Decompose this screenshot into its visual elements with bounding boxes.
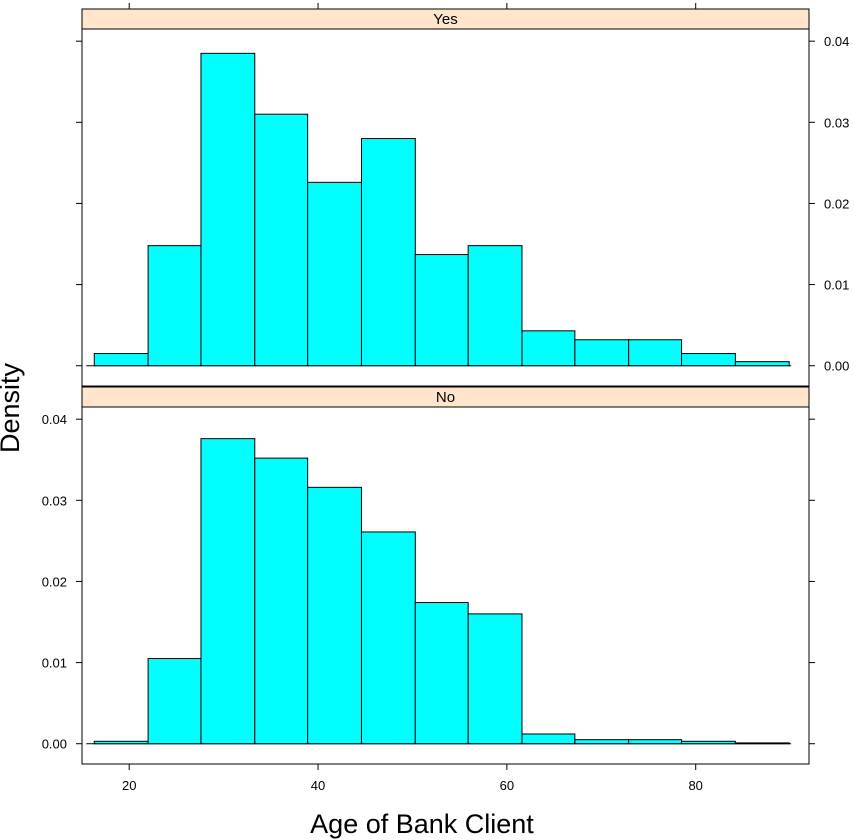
y-tick-label: 0.04 — [42, 412, 67, 427]
histogram-bar — [628, 339, 683, 367]
y-tick-label: 0.04 — [824, 34, 849, 49]
histogram-bar — [681, 353, 736, 367]
y-tick-label: 0.00 — [824, 359, 849, 374]
y-axis-yes: 0.00 0.01 0.02 0.03 0.04 — [76, 34, 849, 374]
panel-yes: Yes 0.00 0.01 0.02 0.03 0.04 — [76, 8, 849, 387]
strip-label-yes: Yes — [433, 11, 457, 28]
x-axis-title: Age of Bank Client — [310, 809, 534, 839]
panel-no: No 0.00 0.01 0.02 0.03 0.04 — [42, 386, 815, 765]
histogram-bar — [734, 361, 790, 367]
y-axis-no: 0.00 0.01 0.02 0.03 0.04 — [42, 412, 815, 752]
strip-label-no: No — [436, 389, 455, 406]
histogram-bar — [467, 245, 523, 367]
histogram-bar — [147, 658, 202, 745]
histogram-bar — [200, 438, 256, 745]
histogram-bar — [681, 740, 736, 745]
bars-yes — [86, 52, 792, 367]
histogram-bar — [574, 339, 630, 367]
histogram-bar — [254, 457, 309, 745]
y-axis-title: Density — [0, 362, 25, 453]
histogram-bar — [574, 739, 630, 745]
histogram-bar — [147, 245, 202, 367]
x-tick-label: 40 — [311, 778, 325, 793]
y-tick-label: 0.00 — [42, 737, 67, 752]
panel-frame-no — [81, 406, 810, 765]
y-tick-label: 0.03 — [824, 115, 849, 130]
histogram-bar — [360, 531, 416, 745]
histogram-bar — [93, 353, 149, 367]
histogram-bar — [734, 742, 790, 745]
histogram-bar — [521, 733, 576, 745]
histogram-bar — [254, 113, 309, 367]
histogram-bar — [467, 613, 523, 745]
histogram-bar — [360, 138, 416, 367]
x-tick-label: 80 — [688, 778, 702, 793]
y-tick-label: 0.01 — [42, 656, 67, 671]
bars-no — [86, 438, 792, 745]
x-axis: 20 40 60 80 — [122, 3, 703, 793]
histogram-bar — [521, 330, 576, 367]
histogram-bar — [93, 740, 149, 745]
y-tick-label: 0.01 — [824, 278, 849, 293]
histogram-bar — [200, 52, 256, 367]
histogram-bar — [414, 602, 469, 745]
y-tick-label: 0.03 — [42, 493, 67, 508]
histogram-bar — [307, 181, 362, 367]
histogram-bar — [628, 739, 683, 745]
histogram-bar — [307, 486, 362, 745]
y-tick-label: 0.02 — [824, 196, 849, 211]
y-tick-label: 0.02 — [42, 574, 67, 589]
x-tick-label: 20 — [122, 778, 136, 793]
panel-frame-yes — [81, 28, 810, 387]
x-tick-label: 60 — [500, 778, 514, 793]
histogram-bar — [414, 254, 469, 367]
